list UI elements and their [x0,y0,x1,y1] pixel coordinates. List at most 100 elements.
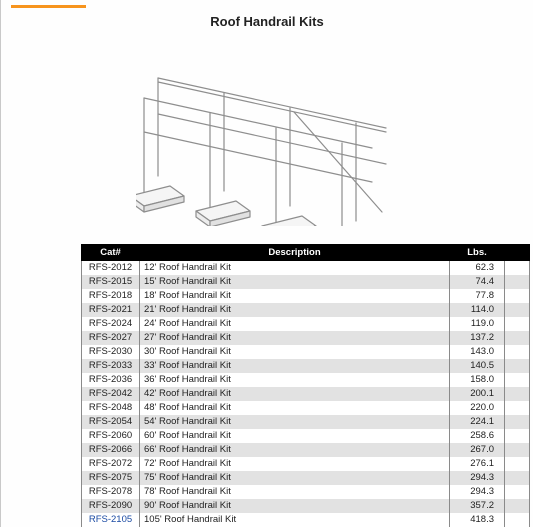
cell-lbs: 220.0 [450,401,505,415]
cell-desc: 48' Roof Handrail Kit [140,401,450,415]
page: Roof Handrail Kits [0,0,533,527]
cell-lbs: 119.0 [450,317,505,331]
accent-rule [11,5,86,8]
table-row: RFS-204848' Roof Handrail Kit220.0 [82,401,530,415]
table-row: RFS-207878' Roof Handrail Kit294.3 [82,485,530,499]
cell-cat: RFS-2042 [82,387,140,401]
table-row: RFS-203030' Roof Handrail Kit143.0 [82,345,530,359]
table-row: RFS-206666' Roof Handrail Kit267.0 [82,443,530,457]
cell-desc: 75' Roof Handrail Kit [140,471,450,485]
cell-desc: 27' Roof Handrail Kit [140,331,450,345]
cell-empty [505,429,530,443]
product-table: Cat# Description Lbs. RFS-201212' Roof H… [81,244,529,527]
table-row: RFS-205454' Roof Handrail Kit224.1 [82,415,530,429]
table-row: RFS-207272' Roof Handrail Kit276.1 [82,457,530,471]
cell-lbs: 74.4 [450,275,505,289]
cell-lbs: 258.6 [450,429,505,443]
cell-cat: RFS-2015 [82,275,140,289]
cell-lbs: 140.5 [450,359,505,373]
cell-cat: RFS-2090 [82,499,140,513]
cell-cat: RFS-2048 [82,401,140,415]
cell-desc: 21' Roof Handrail Kit [140,303,450,317]
cell-cat: RFS-2030 [82,345,140,359]
cell-lbs: 158.0 [450,373,505,387]
table-row: RFS-209090' Roof Handrail Kit357.2 [82,499,530,513]
col-lbs: Lbs. [450,245,505,261]
cell-empty [505,359,530,373]
cell-empty [505,471,530,485]
cell-empty [505,443,530,457]
table-row: RFS-2105105' Roof Handrail Kit418.3 [82,513,530,527]
cell-desc: 18' Roof Handrail Kit [140,289,450,303]
cell-cat: RFS-2060 [82,429,140,443]
table-row: RFS-204242' Roof Handrail Kit200.1 [82,387,530,401]
cell-empty [505,387,530,401]
cell-desc: 33' Roof Handrail Kit [140,359,450,373]
col-empty [505,245,530,261]
table-row: RFS-201212' Roof Handrail Kit62.3 [82,261,530,276]
cell-empty [505,303,530,317]
table-row: RFS-203636' Roof Handrail Kit158.0 [82,373,530,387]
cell-lbs: 267.0 [450,443,505,457]
cell-cat: RFS-2012 [82,261,140,276]
cell-lbs: 77.8 [450,289,505,303]
cell-desc: 78' Roof Handrail Kit [140,485,450,499]
cell-lbs: 418.3 [450,513,505,527]
cell-lbs: 224.1 [450,415,505,429]
cell-desc: 15' Roof Handrail Kit [140,275,450,289]
table-row: RFS-201818' Roof Handrail Kit77.8 [82,289,530,303]
cell-desc: 60' Roof Handrail Kit [140,429,450,443]
cell-lbs: 294.3 [450,485,505,499]
table-row: RFS-206060' Roof Handrail Kit258.6 [82,429,530,443]
handrail-illustration [136,36,396,226]
table-row: RFS-202727' Roof Handrail Kit137.2 [82,331,530,345]
cell-cat: RFS-2066 [82,443,140,457]
cell-lbs: 200.1 [450,387,505,401]
cell-empty [505,513,530,527]
cell-empty [505,289,530,303]
cell-empty [505,331,530,345]
cell-empty [505,415,530,429]
cell-desc: 12' Roof Handrail Kit [140,261,450,276]
table-row: RFS-202121' Roof Handrail Kit114.0 [82,303,530,317]
table-row: RFS-201515' Roof Handrail Kit74.4 [82,275,530,289]
cell-empty [505,317,530,331]
table-row: RFS-202424' Roof Handrail Kit119.0 [82,317,530,331]
cell-cat: RFS-2072 [82,457,140,471]
table-header-row: Cat# Description Lbs. [82,245,530,261]
cell-lbs: 276.1 [450,457,505,471]
cell-lbs: 357.2 [450,499,505,513]
cell-empty [505,499,530,513]
cell-cat: RFS-2021 [82,303,140,317]
cell-empty [505,261,530,276]
cell-empty [505,485,530,499]
cell-cat: RFS-2075 [82,471,140,485]
cell-lbs: 143.0 [450,345,505,359]
col-cat: Cat# [82,245,140,261]
table-row: RFS-203333' Roof Handrail Kit140.5 [82,359,530,373]
cell-cat: RFS-2027 [82,331,140,345]
cell-desc: 30' Roof Handrail Kit [140,345,450,359]
cell-cat[interactable]: RFS-2105 [82,513,140,527]
cell-empty [505,275,530,289]
cell-desc: 54' Roof Handrail Kit [140,415,450,429]
page-title: Roof Handrail Kits [1,14,533,29]
cell-cat: RFS-2033 [82,359,140,373]
cell-desc: 72' Roof Handrail Kit [140,457,450,471]
cell-desc: 24' Roof Handrail Kit [140,317,450,331]
cell-empty [505,345,530,359]
cell-cat: RFS-2036 [82,373,140,387]
cell-cat: RFS-2024 [82,317,140,331]
cell-desc: 36' Roof Handrail Kit [140,373,450,387]
product-link[interactable]: RFS-2105 [89,514,132,525]
cell-cat: RFS-2054 [82,415,140,429]
col-desc: Description [140,245,450,261]
cell-empty [505,373,530,387]
cell-lbs: 294.3 [450,471,505,485]
cell-desc: 42' Roof Handrail Kit [140,387,450,401]
cell-lbs: 62.3 [450,261,505,276]
cell-lbs: 114.0 [450,303,505,317]
table-row: RFS-207575' Roof Handrail Kit294.3 [82,471,530,485]
cell-desc: 90' Roof Handrail Kit [140,499,450,513]
cell-cat: RFS-2078 [82,485,140,499]
